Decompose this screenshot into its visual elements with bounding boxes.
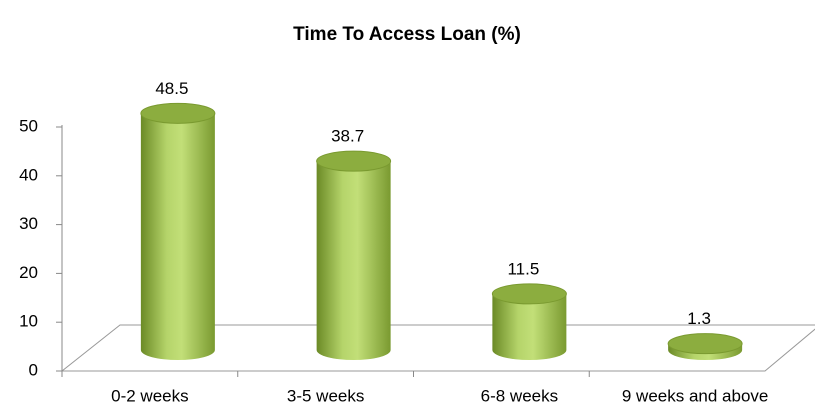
data-label: 48.5 xyxy=(155,79,188,98)
y-tick-label: 0 xyxy=(29,360,38,379)
data-label: 38.7 xyxy=(331,127,364,146)
y-tick-label: 30 xyxy=(19,214,38,233)
bar xyxy=(316,161,391,360)
data-label: 1.3 xyxy=(687,309,711,328)
y-tick-label: 50 xyxy=(19,116,38,135)
bar-top xyxy=(316,150,392,172)
y-tick-label: 20 xyxy=(19,263,38,282)
x-tick-label: 0-2 weeks xyxy=(111,386,188,405)
bar-top xyxy=(140,102,216,124)
bar xyxy=(140,113,215,360)
data-label: 11.5 xyxy=(507,259,539,278)
bar xyxy=(492,293,567,360)
bar-top xyxy=(491,283,567,305)
x-tick-label: 3-5 weeks xyxy=(287,386,364,405)
chart-title: Time To Access Loan (%) xyxy=(293,24,521,45)
x-tick-label: 6-8 weeks xyxy=(481,386,558,405)
x-tick-label: 9 weeks and above xyxy=(622,386,769,405)
y-tick-label: 40 xyxy=(19,165,38,184)
bar-top xyxy=(667,333,743,355)
floor xyxy=(60,324,815,372)
y-tick-label: 10 xyxy=(19,312,38,331)
